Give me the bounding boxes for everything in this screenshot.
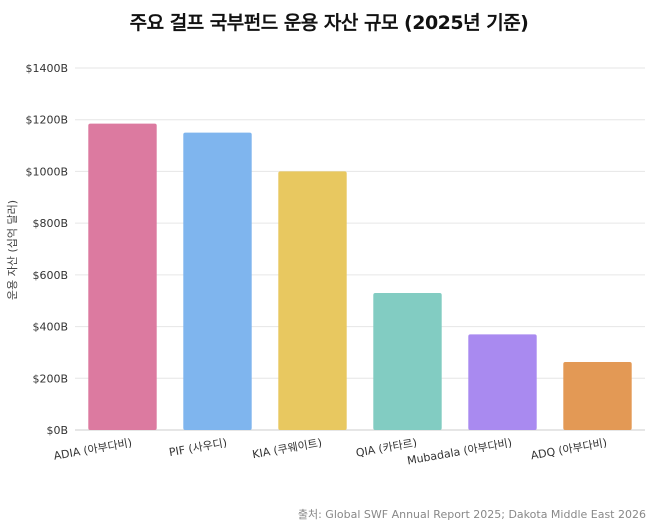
y-tick-label: $0B [46,424,68,437]
bar [183,132,252,430]
x-category-label: Mubadala (아부다비) [406,436,513,467]
y-tick-label: $200B [32,372,68,385]
bars [88,123,632,430]
gridlines [75,67,645,431]
y-tick-label: $400B [32,321,68,334]
bar [563,361,632,430]
bar [88,123,157,430]
bar [373,292,442,430]
y-axis-ticks: $0B $200B $400B $600B $800B $1000B $1200B $1400… [25,62,68,437]
x-category-label: ADQ (아부다비) [530,436,608,462]
source-note: 출처: Global SWF Annual Report 2025; Dakot… [297,508,646,521]
x-category-label: ADIA (아부다비) [53,436,133,463]
x-category-label: PIF (사우디) [168,436,228,459]
bar [468,334,537,430]
bar [278,171,347,430]
y-tick-label: $1400B [25,62,68,75]
x-axis-labels: ADIA (아부다비) PIF (사우디) KIA (쿠웨이트) QIA (카타르)M… [53,436,608,467]
y-tick-label: $800B [32,217,68,230]
y-tick-label: $1200B [25,114,68,127]
chart-title: 주요 걸프 국부펀드 운용 자산 규모 (2025년 기준) [129,12,529,34]
y-tick-label: $600B [32,269,68,282]
y-axis-title: 운용 자산 (십억 달러) [6,200,19,300]
y-tick-label: $1000B [25,165,68,178]
x-category-label: KIA (쿠웨이트) [251,436,323,461]
